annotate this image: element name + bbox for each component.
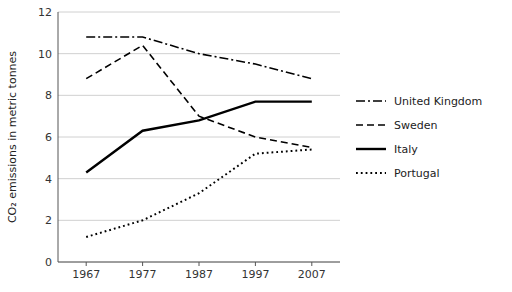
legend-swatch bbox=[356, 172, 386, 174]
x-tick bbox=[255, 262, 256, 266]
grid-line bbox=[58, 12, 340, 13]
legend-label: Sweden bbox=[394, 119, 437, 132]
x-tick bbox=[311, 262, 312, 266]
y-tick-label: 10 bbox=[38, 48, 52, 61]
grid-line bbox=[58, 178, 340, 179]
y-axis-line bbox=[58, 12, 59, 262]
grid-line bbox=[58, 137, 340, 138]
series-line bbox=[86, 102, 312, 173]
chart-container: 0 2 4 6 8 10 12 1967 1977 1987 1997 2007 CO₂ emissio… bbox=[0, 0, 512, 292]
x-tick-label: 1967 bbox=[72, 268, 100, 281]
legend-label: Italy bbox=[394, 143, 418, 156]
grid-line bbox=[58, 262, 340, 263]
y-tick-label: 4 bbox=[45, 173, 52, 186]
x-tick bbox=[86, 262, 87, 266]
x-tick-label: 2007 bbox=[298, 268, 326, 281]
y-tick-label: 2 bbox=[45, 214, 52, 227]
lines bbox=[86, 37, 312, 237]
legend-swatch bbox=[356, 124, 386, 126]
chart: 0 2 4 6 8 10 12 1967 1977 1987 1997 2007 CO₂ emissio… bbox=[0, 0, 512, 292]
y-tick-label: 12 bbox=[38, 6, 52, 19]
x-tick bbox=[142, 262, 143, 266]
x-tick bbox=[199, 262, 200, 266]
y-tick-label: 0 bbox=[45, 256, 52, 269]
grid-line bbox=[58, 220, 340, 221]
x-tick-label: 1977 bbox=[129, 268, 157, 281]
y-tick-label: 8 bbox=[45, 89, 52, 102]
legend-label: United Kingdom bbox=[394, 95, 482, 108]
legend-swatch bbox=[356, 100, 386, 102]
x-axis-line bbox=[58, 262, 340, 263]
legend: United Kingdom Sweden Italy Portugal bbox=[356, 95, 482, 180]
legend-swatch bbox=[356, 148, 386, 150]
series-line bbox=[86, 45, 312, 147]
y-tick-label: 6 bbox=[45, 131, 52, 144]
series-line bbox=[86, 150, 312, 238]
y-axis-label: CO₂ emissions in metric tonnes bbox=[6, 51, 19, 223]
legend-label: Portugal bbox=[394, 167, 440, 180]
x-tick-label: 1987 bbox=[185, 268, 213, 281]
grid-line bbox=[58, 95, 340, 96]
x-tick-label: 1997 bbox=[241, 268, 269, 281]
y-grid bbox=[58, 12, 340, 262]
